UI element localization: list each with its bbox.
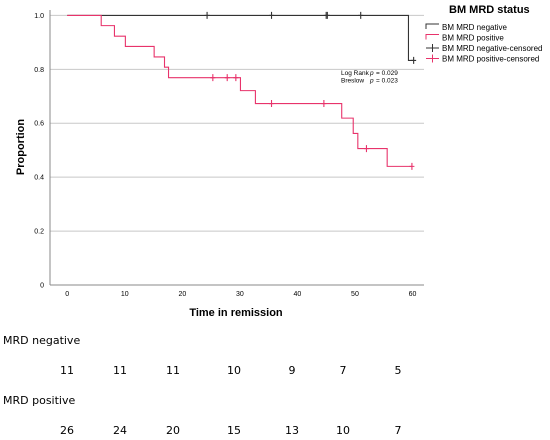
y-tick-label: 0.6 [34,121,44,128]
risk-count: 26 [60,424,74,437]
risk-count: 10 [227,364,241,377]
legend-step-swatch [425,34,439,40]
x-tick-label: 50 [351,291,359,298]
risk-group-label: MRD negative [3,334,81,347]
risk-count-row: 26 24 20 15 13 10 7 [0,424,550,440]
risk-count: 11 [166,364,180,377]
x-axis-title: Time in remission [189,307,283,319]
censor-mark [358,11,364,19]
risk-count: 5 [394,364,402,377]
stat-p-value: = 0.029 [376,70,398,77]
risk-count: 11 [60,364,74,377]
legend-censor-swatch [426,44,439,52]
x-tick-label: 20 [178,291,186,298]
censor-mark [224,74,230,82]
legend-label: BM MRD negative-censored [442,44,542,53]
stat-p-label: p [369,78,374,85]
survival-curves [67,11,417,170]
censor-mark [363,145,369,153]
km-curve-bm-mrd-negative [67,14,414,61]
censor-mark [269,11,275,19]
censor-mark [233,74,239,82]
censor-mark [411,56,417,64]
legend-label: BM MRD positive-censored [442,55,539,64]
y-axis-title: Proportion [15,119,27,175]
legend: BM MRD status BM MRD negative BM MRD posi… [425,4,542,64]
censor-mark [269,100,275,108]
stat-test-name: Log Rank [341,70,370,77]
risk-count: 13 [285,424,299,437]
x-tick-label: 10 [121,291,129,298]
legend-title: BM MRD status [449,4,530,16]
y-tick-label: 1.0 [34,13,44,20]
risk-count: 7 [339,364,347,377]
x-tick-label: 0 [65,291,69,298]
risk-count: 9 [288,364,296,377]
stat-p-value: = 0.023 [376,78,398,85]
legend-censor-swatch [426,54,439,63]
censor-mark [204,11,210,19]
legend-label: BM MRD negative [442,23,507,32]
risk-count: 20 [166,424,180,437]
x-tick-label: 60 [409,291,417,298]
stats-annotation: Log Rank p = 0.029 Breslow p = 0.023 [341,70,398,85]
censor-mark [409,162,415,170]
stat-p-label: p [369,70,374,77]
stat-test-name: Breslow [341,78,364,85]
censor-mark [210,74,216,82]
risk-count: 10 [336,424,350,437]
risk-count: 24 [113,424,127,437]
km-curve-bm-mrd-positive [67,14,413,167]
y-tick-label: 0 [40,283,44,290]
censor-mark [321,100,327,108]
legend-label: BM MRD positive [442,34,504,43]
censor-mark [324,11,330,19]
x-tick-label: 30 [236,291,244,298]
axes [49,10,424,286]
risk-group-label: MRD positive [3,394,76,407]
tick-labels: 0 0.2 0.4 0.6 0.8 1.0 0 10 20 30 40 50 60 [34,13,416,298]
y-tick-label: 0.8 [34,67,44,74]
risk-count: 15 [227,424,241,437]
x-tick-label: 40 [294,291,302,298]
y-tick-label: 0.2 [34,229,44,236]
risk-count: 11 [113,364,127,377]
risk-count-row: 11 11 11 10 9 7 5 [0,364,550,380]
risk-count: 7 [394,424,402,437]
km-chart: 0 0.2 0.4 0.6 0.8 1.0 0 10 20 30 40 50 60 Time in re… [15,4,542,319]
y-tick-label: 0.4 [34,175,44,182]
legend-step-swatch [425,23,439,29]
y-gridlines [50,14,424,232]
